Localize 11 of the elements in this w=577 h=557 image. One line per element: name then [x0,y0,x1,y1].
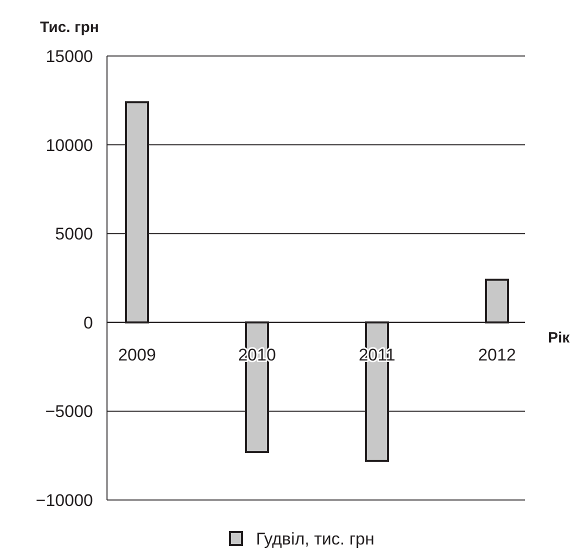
y-tick-label: 15000 [46,46,93,66]
legend-label: Гудвіл, тис. грн [256,529,374,548]
y-axis-title: Тис. грн [40,19,99,36]
y-tick-label: 5000 [55,224,93,244]
y-tick-label: −10000 [36,490,93,510]
x-axis-title: Рік [548,329,570,346]
x-tick-label: 2009 [118,345,156,364]
y-tick-label: 0 [84,313,93,332]
y-tick-label: −5000 [45,402,93,422]
y-tick-label: 10000 [46,136,93,155]
x-tick-label: 2012 [478,345,516,364]
